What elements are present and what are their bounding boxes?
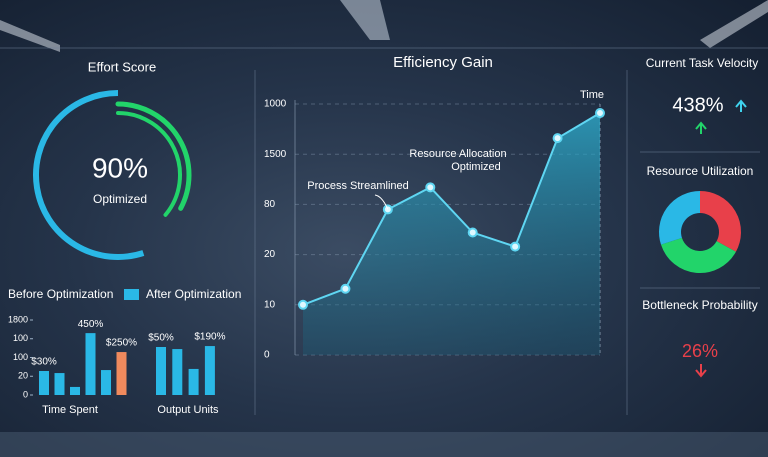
bar-note: $190% bbox=[194, 332, 225, 343]
chart-title: Efficiency Gain bbox=[393, 54, 493, 71]
gauge-accent bbox=[116, 111, 182, 217]
kpi-title: Bottleneck Probability bbox=[642, 298, 757, 312]
chart-title: Resource Utilization bbox=[647, 164, 754, 178]
legend-swatch bbox=[124, 289, 139, 300]
bar bbox=[101, 370, 111, 395]
point bbox=[510, 241, 521, 252]
bar bbox=[85, 333, 96, 395]
bar bbox=[156, 347, 166, 395]
bar bbox=[172, 349, 183, 395]
donut-segment bbox=[659, 191, 701, 245]
point bbox=[340, 283, 351, 294]
bar bbox=[116, 352, 127, 395]
annotation: Resource Allocation bbox=[409, 148, 506, 160]
donut-segment bbox=[661, 237, 736, 273]
x-axis-label: Time bbox=[580, 89, 604, 101]
y-tick-label: 1500 bbox=[264, 149, 287, 160]
y-tick-label: 0 bbox=[23, 389, 28, 399]
bar-note: $30% bbox=[31, 357, 57, 368]
line bbox=[302, 112, 601, 306]
bar bbox=[39, 371, 49, 395]
legend-label: Before Optimization bbox=[8, 287, 113, 301]
annotation: Process Streamlined bbox=[307, 180, 409, 192]
point bbox=[425, 182, 436, 193]
point bbox=[552, 133, 563, 144]
group-label: Time Spent bbox=[42, 404, 98, 416]
annotation-leader bbox=[374, 194, 389, 210]
bar bbox=[54, 373, 65, 395]
point bbox=[595, 108, 605, 119]
gauge-value: 90% bbox=[92, 152, 148, 183]
y-tick-label: 100 bbox=[13, 333, 28, 343]
up-arrow-icon bbox=[735, 99, 747, 112]
bar-note: 450% bbox=[78, 319, 104, 330]
group-label: Output Units bbox=[157, 404, 219, 416]
bar-note: $250% bbox=[106, 338, 137, 349]
point bbox=[467, 227, 478, 238]
bar bbox=[70, 386, 80, 395]
chart-title: Effort Score bbox=[88, 59, 156, 74]
y-tick-label: 20 bbox=[264, 249, 276, 260]
y-tick-label: 1000 bbox=[264, 99, 287, 110]
up-arrow-icon bbox=[695, 121, 707, 134]
y-tick-label: 1800 bbox=[8, 314, 28, 324]
gauge-subtitle: Optimized bbox=[93, 192, 147, 206]
y-tick-label: 80 bbox=[264, 199, 276, 210]
y-tick-label: 100 bbox=[13, 352, 28, 362]
point bbox=[298, 299, 308, 310]
gauge-arc bbox=[33, 90, 145, 260]
kpi-value: 26% bbox=[682, 341, 718, 361]
bar bbox=[188, 368, 199, 395]
y-tick-label: 20 bbox=[18, 371, 28, 381]
area bbox=[303, 113, 600, 355]
annotation: Optimized bbox=[451, 161, 501, 173]
panel-dividers bbox=[0, 47, 768, 415]
gauge-accent bbox=[115, 101, 192, 211]
legend-label: After Optimization bbox=[146, 287, 241, 301]
y-tick-label: 10 bbox=[264, 299, 276, 310]
down-arrow-icon bbox=[695, 364, 707, 378]
bar-note: $50% bbox=[148, 333, 174, 344]
donut-segment bbox=[699, 191, 741, 252]
bar bbox=[204, 346, 215, 395]
kpi-title: Current Task Velocity bbox=[646, 56, 759, 70]
kpi-value: 438% bbox=[672, 94, 723, 116]
y-tick-label: 0 bbox=[264, 350, 270, 361]
